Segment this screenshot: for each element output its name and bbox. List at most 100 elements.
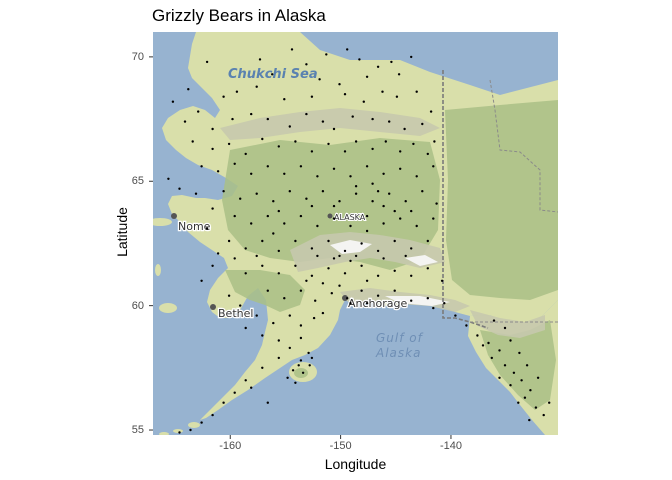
gulf-label-line1: Gulf of [376,331,424,345]
bear-point [277,272,280,275]
bear-point [399,150,402,153]
bear-point [465,324,468,327]
bear-point [492,319,496,322]
bear-point [395,95,399,98]
alaska-label: ALASKA [334,213,366,222]
bear-point [301,371,305,374]
bear-point [233,214,236,218]
bear-point [412,142,415,146]
bear-point [382,257,385,260]
bear-point [321,311,325,315]
bear-point [517,401,520,404]
bear-point [310,274,314,277]
us-canada-border [442,70,489,329]
bear-point [525,364,529,367]
bear-point [426,267,429,270]
bear-point [250,172,253,175]
bear-point [415,90,418,93]
bear-point [250,222,253,225]
bear-point [443,302,446,305]
bear-point [349,224,352,228]
bear-point [205,60,209,64]
bear-point [432,217,435,220]
bear-point [343,150,347,153]
bear-point [283,172,286,175]
bear-point [365,279,369,282]
bear-point [376,65,380,69]
bear-point [376,249,380,253]
bear-point [271,73,274,76]
bear-point [390,60,393,64]
x-tick-label: -140 [439,440,462,452]
bear-point [498,376,501,379]
bear-point [200,279,203,282]
bear-point [222,95,225,98]
bear-point [410,247,413,250]
saint-lawrence-island [153,218,172,226]
forest-panhandle [480,320,556,410]
x-axis-label: Longitude [324,456,387,472]
bear-point [255,192,258,195]
bear-point [305,279,308,282]
bear-point [362,100,365,103]
bear-point [421,190,424,193]
bear-point [272,321,275,325]
bear-point [399,217,402,220]
bear-point [294,239,297,243]
bear-point [384,140,387,143]
bear-point [233,391,236,394]
bear-point [288,190,291,193]
bear-point [360,264,363,267]
bear-point [316,224,319,228]
bear-point [318,78,321,81]
bear-point [393,269,396,272]
panhandle-mountains [470,310,545,338]
alaska-marker [327,213,333,219]
bear-point [266,401,269,404]
bear-point [277,356,280,360]
bear-point [211,413,214,417]
bear-point [548,401,551,404]
aleutian-island-3 [159,432,169,435]
bear-point [294,381,297,384]
bear-point [360,242,363,245]
bear-point [244,247,247,250]
bear-point [286,376,289,379]
bear-point [250,386,253,389]
bear-point [299,324,303,327]
bear-point [299,289,303,292]
bear-point [393,239,396,243]
bear-point [332,167,336,170]
bear-point [327,142,330,146]
bear-point [518,351,521,355]
y-axis-label: Latitude [114,207,130,257]
bear-point [481,344,485,347]
bear-point [272,200,275,203]
bear-point [365,302,369,305]
bear-point [167,177,170,180]
bear-point [211,264,214,267]
bear-point [349,259,352,263]
bear-point [403,127,406,131]
bear-point [227,142,231,146]
bear-point [454,314,457,317]
bear-point [346,48,349,51]
bear-point [277,145,280,148]
bear-point [371,200,374,203]
gulf-label-line2: Alaska [375,346,421,360]
chart-title: Grizzly Bears in Alaska [152,6,326,25]
bear-point [171,100,175,103]
bear-point [498,349,501,352]
bear-point [338,284,341,287]
bear-point [376,190,380,193]
bear-point [308,364,311,367]
bear-point [523,396,527,399]
bear-point [233,162,236,165]
nome-label: Nome [178,220,211,233]
bear-point [299,359,303,362]
bethel-label: Bethel [218,307,253,320]
nome-marker [171,213,177,219]
bear-point [536,376,540,379]
bear-point [365,75,369,79]
